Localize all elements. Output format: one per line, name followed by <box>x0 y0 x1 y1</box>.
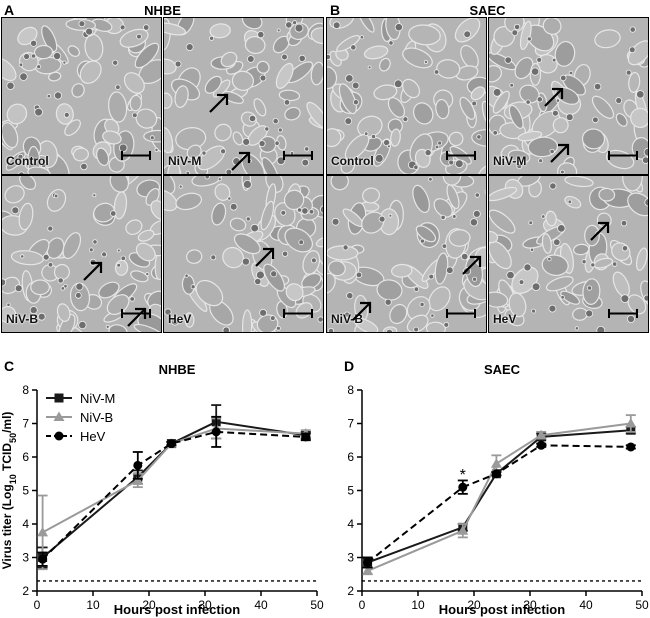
series-niv-m <box>37 404 311 569</box>
x-tick-label: 40 <box>579 598 593 612</box>
x-axis-title: Hours post infection <box>439 602 565 617</box>
x-tick-label: 0 <box>34 598 41 612</box>
nhbe-micrograph-control: Control <box>1 17 162 175</box>
x-tick-label: 20 <box>142 598 156 612</box>
data-point <box>490 458 502 468</box>
x-tick-label: 50 <box>310 598 324 612</box>
scale-bar <box>283 309 313 318</box>
micrograph-label: NiV-M <box>168 154 202 168</box>
x-tick-label: 10 <box>411 598 425 612</box>
panel-title-a: NHBE <box>144 3 181 18</box>
x-axis-title: Hours post infection <box>114 602 240 617</box>
legend-marker <box>54 431 64 441</box>
series-hev <box>362 440 636 569</box>
y-tick-label: 5 <box>347 484 354 498</box>
data-point <box>37 526 49 537</box>
saec-micrograph-niv-b: NiV-B <box>326 175 487 333</box>
micrograph-label: HeV <box>493 312 517 326</box>
nhbe-micrograph-niv-m: NiV-M <box>163 17 324 175</box>
y-tick-label: 2 <box>347 584 354 598</box>
x-tick-label: 50 <box>635 598 649 612</box>
micrograph-label: NiV-B <box>331 312 364 326</box>
data-point <box>362 565 374 575</box>
significance-marker: * <box>460 467 466 484</box>
data-point <box>133 460 143 470</box>
y-tick-label: 5 <box>22 484 29 498</box>
y-tick-label: 7 <box>347 417 354 431</box>
y-tick-label: 2 <box>22 584 29 598</box>
x-tick-label: 0 <box>359 598 366 612</box>
data-point <box>457 525 469 535</box>
y-tick-label: 3 <box>22 551 29 565</box>
scale-bar <box>608 151 638 160</box>
y-axis-title: Virus titer (Log10 TCID50/ml) <box>0 412 18 570</box>
data-point <box>535 429 547 440</box>
chart-saec-titer: SAEC 0 10 20 30 40 50 2 3 4 5 6 7 8 Hours post infecti… <box>347 362 649 617</box>
chart-title: NHBE <box>159 362 196 377</box>
legend-marker <box>54 393 64 403</box>
scale-bar <box>446 151 476 160</box>
series-line <box>367 429 631 564</box>
x-tick-label: 20 <box>467 598 481 612</box>
data-point <box>132 474 144 485</box>
saec-micrograph-control: Control <box>326 17 487 175</box>
panel-label-a: A <box>4 2 15 18</box>
scale-bar <box>283 151 313 160</box>
chart-title: SAEC <box>484 362 521 377</box>
saec-micrograph-niv-m: NiV-M <box>488 17 649 175</box>
y-tick-label: 7 <box>22 417 29 431</box>
legend-marker <box>53 411 65 421</box>
panel-label-c: C <box>4 358 15 374</box>
nhbe-micrograph-grid: Control NiV-M NiV-B HeV <box>1 17 324 333</box>
data-point <box>625 418 637 428</box>
panel-label-b: B <box>330 2 341 18</box>
y-tick-label: 6 <box>22 450 29 464</box>
data-point <box>166 439 176 449</box>
series-line <box>41 430 306 560</box>
x-tick-label: 30 <box>523 598 537 612</box>
legend-label: NiV-B <box>80 410 113 425</box>
y-tick-label: 8 <box>22 383 29 397</box>
micrograph-label: NiV-M <box>493 154 527 168</box>
panel-title-b: SAEC <box>469 3 506 18</box>
y-tick-label: 4 <box>347 517 354 531</box>
series-hev <box>37 415 311 567</box>
micrograph-label: HeV <box>168 312 192 326</box>
legend-label: HeV <box>80 429 106 444</box>
saec-micrograph-hev: HeV <box>488 175 649 333</box>
x-tick-label: 30 <box>198 598 212 612</box>
panel-label-d: D <box>344 358 355 374</box>
data-point <box>301 432 311 442</box>
chart-nhbe-titer: NHBE 0 10 20 30 40 50 2 3 4 5 6 7 8 Hours post infecti… <box>0 362 324 617</box>
y-tick-label: 8 <box>347 383 354 397</box>
scale-bar <box>446 309 476 318</box>
chart-legend: NiV-M NiV-B HeV <box>46 391 115 444</box>
nhbe-micrograph-niv-b: NiV-B <box>1 175 162 333</box>
data-point <box>491 469 501 479</box>
y-tick-label: 6 <box>347 450 354 464</box>
scale-bar <box>121 151 151 160</box>
data-point <box>363 558 373 568</box>
legend-label: NiV-M <box>80 391 115 406</box>
y-tick-label: 3 <box>347 551 354 565</box>
micrograph-label: NiV-B <box>6 312 39 326</box>
data-point <box>536 440 546 450</box>
data-point <box>626 442 636 452</box>
micrograph-label: Control <box>6 154 49 168</box>
series-niv-b <box>362 414 637 576</box>
data-point <box>38 554 48 564</box>
scale-bar <box>608 309 638 318</box>
nhbe-micrograph-hev: HeV <box>163 175 324 333</box>
y-tick-label: 4 <box>22 517 29 531</box>
data-point <box>458 482 468 492</box>
x-tick-label: 10 <box>86 598 100 612</box>
x-tick-label: 40 <box>254 598 268 612</box>
micrograph-label: Control <box>331 154 374 168</box>
saec-micrograph-grid: Control NiV-M NiV-B HeV <box>326 17 649 333</box>
data-point <box>211 427 221 437</box>
